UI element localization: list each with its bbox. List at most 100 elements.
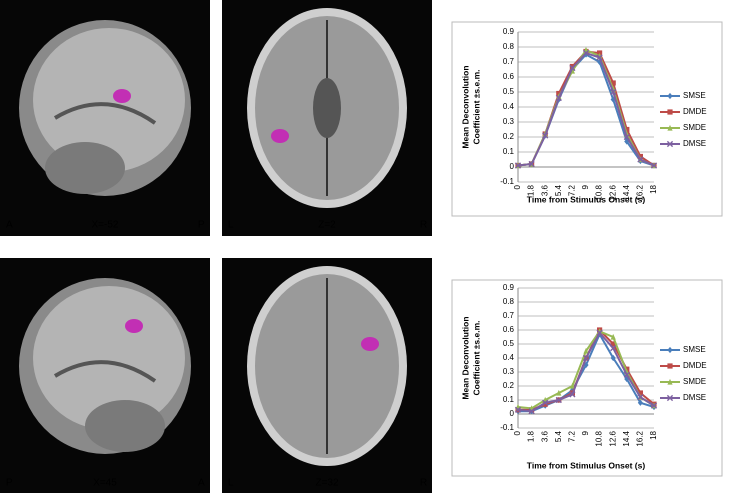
y-tick-label: 0.5 — [503, 87, 515, 96]
y-tick-label: 0.7 — [503, 57, 515, 66]
y-axis-label: Coefficient ±s.e.m. — [471, 69, 481, 144]
data-point — [569, 64, 576, 72]
data-point — [542, 399, 549, 406]
data-point — [610, 333, 616, 340]
y-tick-label: 0.5 — [503, 339, 515, 348]
data-point — [650, 162, 658, 169]
data-point — [650, 402, 658, 409]
data-point — [582, 49, 590, 57]
data-point — [610, 345, 617, 352]
data-point — [637, 390, 643, 396]
brain-sulcus — [53, 360, 157, 383]
legend-label: SMSE — [683, 91, 706, 100]
x-tick-label: 3.6 — [540, 430, 549, 442]
x-tick-label: 16.2 — [636, 184, 645, 200]
data-point — [569, 391, 576, 398]
x-tick-label: 1.8 — [527, 184, 536, 196]
panel-side-label: L — [228, 478, 234, 489]
data-point — [596, 54, 603, 61]
x-tick-label: 0 — [513, 430, 522, 435]
y-tick-label: 0.6 — [503, 325, 515, 334]
panel-side-label: P — [198, 220, 205, 231]
data-point — [569, 382, 575, 389]
panel-side-label: R — [420, 220, 427, 231]
y-tick-label: 0.4 — [503, 353, 515, 362]
x-tick-label: 10.8 — [595, 430, 604, 446]
y-tick-label: 0.3 — [503, 367, 515, 376]
data-point — [528, 408, 535, 415]
legend-label: DMSE — [683, 139, 706, 148]
legend-marker — [666, 140, 674, 148]
y-tick-label: 0.3 — [503, 117, 515, 126]
y-tick-label: -0.1 — [500, 423, 514, 432]
panel-coord-label: Z=2 — [318, 220, 336, 231]
y-tick-label: 0.8 — [503, 297, 515, 306]
data-point — [610, 80, 616, 86]
x-tick-label: 5.4 — [554, 184, 563, 196]
brain-tissue — [33, 286, 185, 430]
y-tick-label: 0.7 — [503, 311, 515, 320]
data-point — [542, 132, 549, 139]
panel-side-label: R — [420, 478, 427, 489]
panel-side-label: A — [6, 220, 13, 231]
data-point — [597, 58, 603, 66]
y-axis-label: Mean Deconvolution — [460, 65, 470, 148]
legend-marker — [667, 363, 673, 369]
data-point — [514, 162, 522, 169]
x-tick-label: 12.6 — [608, 430, 617, 446]
data-point — [597, 328, 603, 334]
y-tick-label: 0.9 — [503, 27, 515, 36]
data-point — [569, 63, 575, 70]
data-point — [610, 341, 616, 347]
chart-frame — [451, 279, 723, 477]
legend-marker — [666, 394, 674, 402]
x-tick-label: 7.2 — [568, 184, 577, 196]
data-point — [637, 156, 644, 163]
y-tick-label: 0.8 — [503, 42, 515, 51]
x-tick-label: 14.4 — [622, 184, 631, 200]
y-tick-label: 0.2 — [503, 132, 515, 141]
x-tick-label: 5.4 — [554, 430, 563, 442]
legend-marker — [667, 378, 673, 385]
data-point — [556, 389, 562, 396]
brain-tissue — [33, 28, 185, 172]
data-point — [596, 329, 603, 336]
y-tick-label: 0.2 — [503, 381, 515, 390]
data-point — [582, 354, 590, 362]
activation-blob — [125, 319, 143, 333]
x-tick-label: 18 — [649, 430, 658, 439]
x-tick-label: 1.8 — [527, 430, 536, 442]
y-tick-label: 0.1 — [503, 147, 515, 156]
legend-label: SMDE — [683, 123, 706, 132]
data-point — [610, 354, 616, 362]
y-tick-label: 0.4 — [503, 102, 515, 111]
y-axis-label: Mean Deconvolution — [460, 316, 470, 399]
panel-side-label: A — [198, 478, 205, 489]
data-point — [637, 394, 644, 401]
x-tick-label: 9 — [581, 184, 590, 189]
y-tick-label: 0.9 — [503, 283, 515, 292]
x-tick-label: 7.2 — [568, 430, 577, 442]
data-point — [555, 396, 562, 404]
x-tick-label: 0 — [513, 184, 522, 189]
panel-coord-label: X=45 — [93, 478, 117, 489]
x-tick-label: 3.6 — [540, 184, 549, 196]
data-point — [637, 399, 643, 406]
y-tick-label: 0.1 — [503, 395, 515, 404]
x-tick-label: 12.6 — [608, 184, 617, 200]
brain-cerebellum — [45, 142, 125, 194]
panel-coord-label: Z=32 — [315, 478, 339, 489]
data-point — [542, 401, 548, 407]
brain-ventricle — [313, 78, 341, 138]
data-point — [583, 347, 589, 354]
data-point — [555, 94, 562, 102]
data-point — [623, 371, 630, 378]
activation-blob — [271, 129, 289, 143]
activation-blob — [113, 89, 131, 103]
data-point — [514, 406, 522, 413]
legend-label: SMDE — [683, 377, 706, 386]
y-tick-label: 0.6 — [503, 72, 515, 81]
data-point — [624, 138, 630, 145]
data-point — [624, 375, 630, 383]
